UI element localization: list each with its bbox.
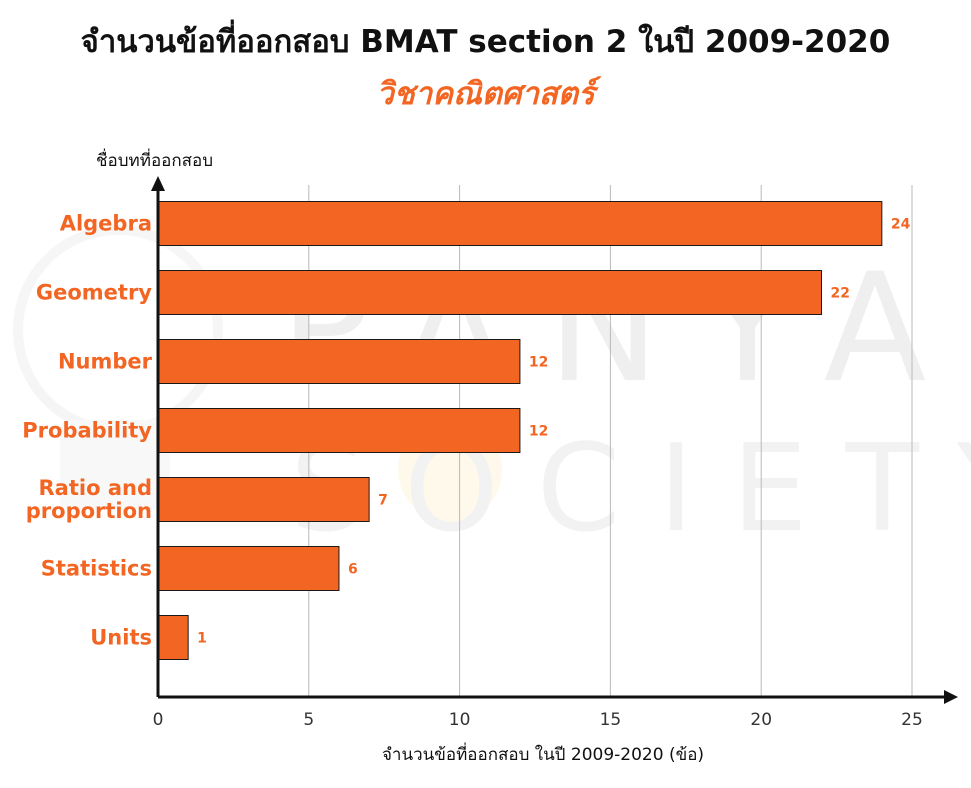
x-tick-label: 20 — [750, 710, 772, 730]
y-axis-arrow — [151, 176, 165, 191]
bar — [157, 408, 521, 453]
bar — [157, 270, 823, 315]
category-label: Probability — [22, 419, 152, 443]
category-label: Algebra — [60, 212, 152, 236]
category-label: Statistics — [41, 557, 152, 581]
category-label-line: Ratio and — [39, 476, 152, 500]
x-tick-label: 0 — [153, 710, 164, 730]
value-label: 1 — [197, 631, 207, 647]
category-label-line: Statistics — [41, 557, 152, 581]
bar — [157, 339, 521, 384]
y-axis-title: ชื่อบทที่ออกสอบ — [96, 148, 213, 171]
bar — [157, 546, 340, 591]
category-label-line: proportion — [26, 499, 152, 523]
category-label: Units — [90, 626, 152, 650]
value-label: 6 — [348, 562, 358, 578]
x-axis-title: จำนวนข้อที่ออกสอบ ในปี 2009-2020 (ข้อ) — [382, 742, 704, 765]
bar — [157, 477, 370, 522]
category-label: Ratio and proportion — [26, 476, 152, 523]
category-label-line: Number — [58, 350, 153, 374]
category-label-line: Probability — [22, 419, 152, 443]
bar — [157, 615, 189, 660]
value-label: 22 — [831, 286, 850, 302]
category-label: Geometry — [36, 281, 152, 305]
x-tick-label: 25 — [901, 710, 923, 730]
bar — [157, 201, 883, 246]
value-label: 7 — [378, 493, 388, 509]
x-tick-label: 15 — [600, 710, 622, 730]
x-tick-label: 5 — [303, 710, 314, 730]
chart-title: จำนวนข้อที่ออกสอบ BMAT section 2 ในปี 20… — [80, 24, 891, 60]
category-label-line: Geometry — [36, 281, 152, 305]
category-label: Number — [58, 350, 153, 374]
x-axis-arrow — [944, 690, 958, 704]
x-tick-label: 10 — [449, 710, 471, 730]
value-label: 24 — [891, 217, 911, 233]
value-label: 12 — [529, 355, 548, 371]
category-label-line: Units — [90, 626, 152, 650]
category-label-line: Algebra — [60, 212, 152, 236]
value-label: 12 — [529, 424, 548, 440]
chart-subtitle: วิชาคณิตศาสตร์ — [376, 76, 595, 112]
